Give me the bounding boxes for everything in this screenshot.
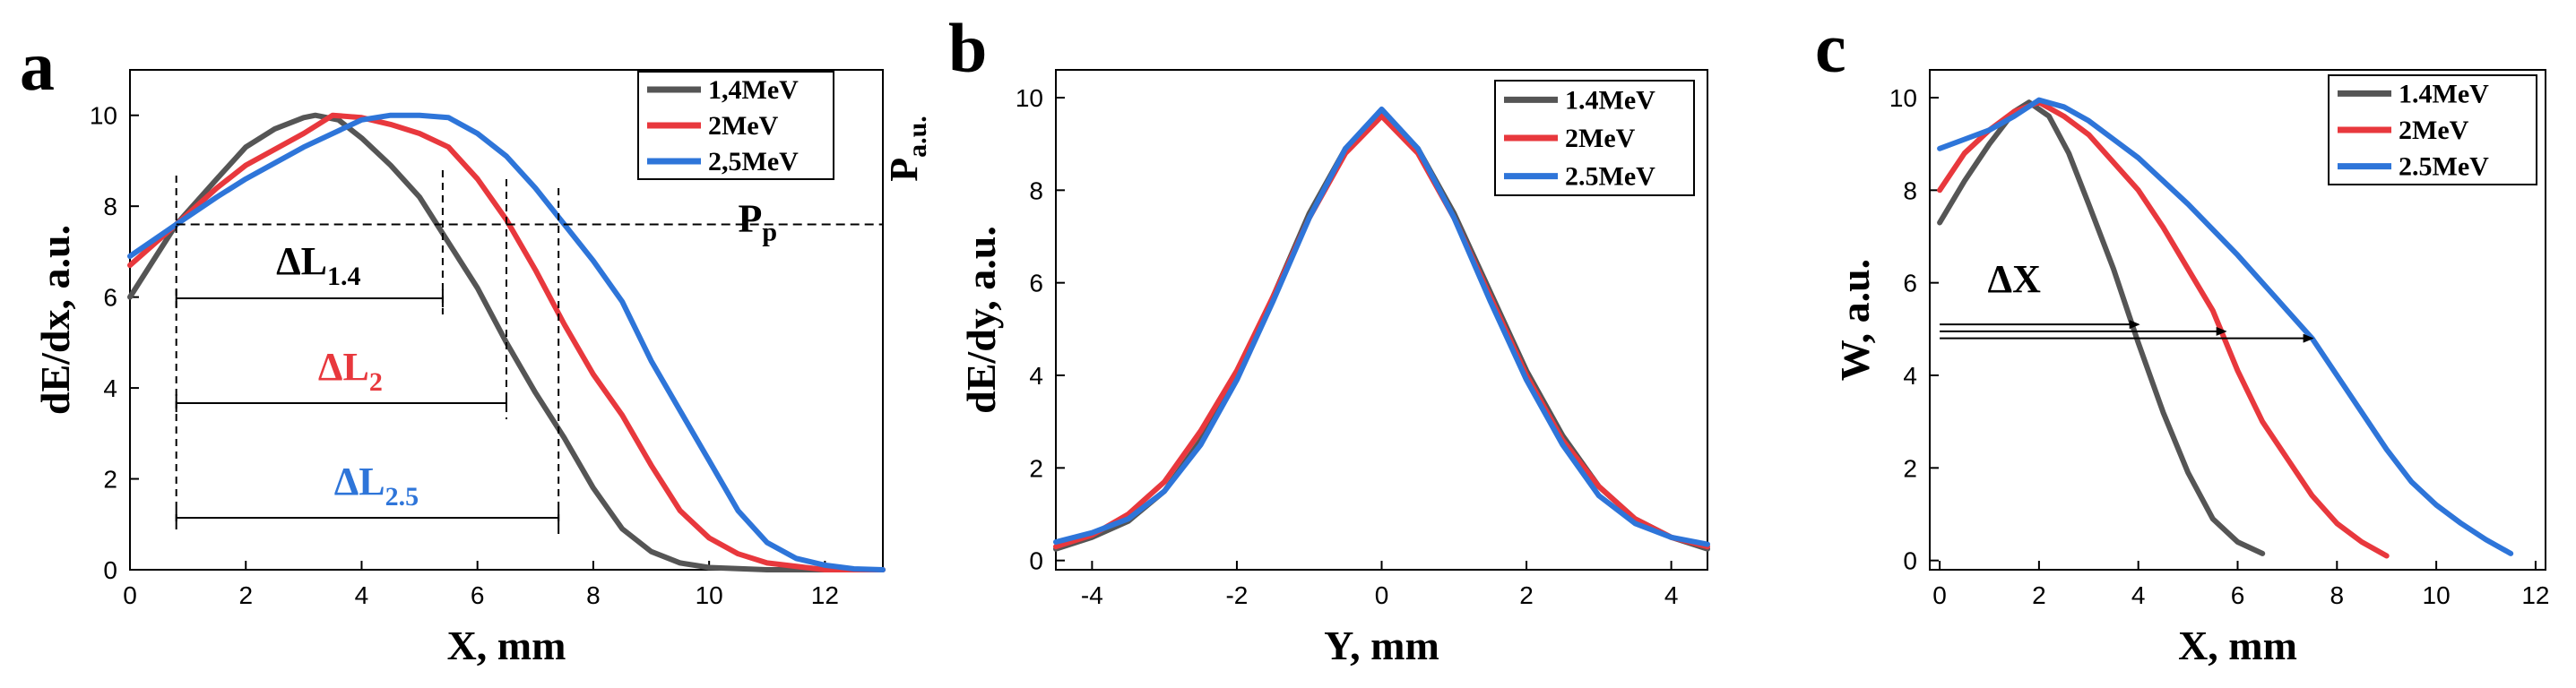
y-tick-label: 4 xyxy=(1903,362,1917,390)
y-tick-label: 8 xyxy=(103,193,117,220)
y-axis-title: dE/dy, a.u. xyxy=(958,226,1004,414)
x-tick-label: 2 xyxy=(1519,581,1534,609)
x-tick-label: 8 xyxy=(2330,581,2345,609)
x-tick-label: -4 xyxy=(1081,581,1103,609)
series-line xyxy=(1053,113,1710,550)
legend-label: 1.4MeV xyxy=(2399,79,2489,108)
plot-frame xyxy=(129,69,884,571)
x-axis-title: X, mm xyxy=(447,623,566,668)
legend-label: 2MeV xyxy=(1565,124,1636,153)
panel-letter-a: a xyxy=(20,27,55,105)
plot-area-b: -4 -2 0 2 4 0 2 4 6 8 10 Y, mm dE/dy, a.u. 1.4MeV 2MeV… xyxy=(958,69,1710,668)
panel-b: b -4 -2 0 2 4 0 2 4 6 8 10 Y, mm dE/dy, a.u. 1.4MeV 2M… xyxy=(948,9,1710,668)
x-tick-label: 6 xyxy=(471,581,485,609)
y-tick-label: 0 xyxy=(103,556,117,584)
y-tick-label: 8 xyxy=(1903,176,1917,204)
series-line xyxy=(1937,99,2266,556)
width-label-sub: 2.5 xyxy=(385,482,419,512)
y-tick-label: 6 xyxy=(1903,270,1917,297)
x-tick-label: 10 xyxy=(2423,581,2451,609)
x-axis-title: X, mm xyxy=(2178,623,2297,668)
legend-label: 2,5MeV xyxy=(708,147,799,176)
width-label-sub: 1.4 xyxy=(327,262,361,291)
y-tick-label: 6 xyxy=(103,284,117,312)
y-tick-label: 4 xyxy=(103,374,117,402)
x-tick-label: 4 xyxy=(355,581,369,609)
x-tick-label: 4 xyxy=(2131,581,2146,609)
legend: 1,4MeV 2MeV 2,5MeV xyxy=(637,71,834,180)
legend-label: 1.4MeV xyxy=(1565,85,1655,115)
y-tick-label: 10 xyxy=(90,102,117,130)
panel-a: a 0 2 4 6 8 10 12 0 2 4 6 8 10 X, mm dE/dx, a.u. 1,4MeV… xyxy=(20,27,932,668)
y-tick-label: 2 xyxy=(1903,454,1917,482)
reference-label-sub: p xyxy=(762,217,777,246)
x-tick-label: -2 xyxy=(1225,581,1248,609)
plot-area-c: 0 2 4 6 8 10 12 0 2 4 6 8 10 X, mm W, a.u. 1.4MeV 2MeV 2.… xyxy=(1832,69,2549,668)
x-tick-label: 6 xyxy=(2231,581,2245,609)
legend: 1.4MeV 2MeV 2.5MeV xyxy=(1494,80,1695,196)
x-tick-label: 0 xyxy=(1932,581,1947,609)
legend-label: 2MeV xyxy=(2399,116,2469,145)
delta-x-label: ΔX xyxy=(1987,257,2041,301)
x-tick-label: 0 xyxy=(123,581,137,609)
x-tick-label: 8 xyxy=(586,581,601,609)
legend-label: 2.5MeV xyxy=(1565,162,1655,192)
y-tick-label: 10 xyxy=(1889,84,1917,112)
right-axis-label: Pa.u. xyxy=(882,116,932,182)
x-tick-label: 2 xyxy=(238,581,253,609)
series-line xyxy=(1937,97,2514,556)
legend-label: 2.5MeV xyxy=(2399,152,2489,182)
panel-letter-b: b xyxy=(948,9,987,87)
y-tick-label: 8 xyxy=(1029,176,1043,204)
series-line xyxy=(127,112,886,572)
x-tick-label: 4 xyxy=(1664,581,1679,609)
plot-area-a: 0 2 4 6 8 10 12 0 2 4 6 8 10 X, mm dE/dx, a.u. 1,4MeV 2M… xyxy=(32,69,932,668)
series-line xyxy=(1937,99,2390,559)
x-tick-label: 0 xyxy=(1375,581,1389,609)
x-axis-title: Y, mm xyxy=(1324,623,1439,668)
y-tick-label: 4 xyxy=(1029,362,1043,390)
x-tick-label: 12 xyxy=(2521,581,2549,609)
y-tick-label: 6 xyxy=(1029,270,1043,297)
y-axis-title: dE/dx, a.u. xyxy=(32,225,78,415)
legend-label: 1,4MeV xyxy=(708,75,799,105)
reference-label: Pp xyxy=(738,196,777,246)
width-label: ΔL2.5 xyxy=(334,460,419,512)
right-axis-label-sub: a.u. xyxy=(903,116,932,158)
series-line xyxy=(1053,106,1710,547)
width-label: ΔL2 xyxy=(318,345,383,397)
width-label-sub: 2 xyxy=(369,367,383,397)
width-label: ΔL1.4 xyxy=(276,239,360,291)
panel-c: c 0 2 4 6 8 10 12 0 2 4 6 8 10 X, mm W, a.u. 1.4MeV 2MeV… xyxy=(1815,9,2549,668)
panel-letter-c: c xyxy=(1815,9,1846,87)
legend-label: 2MeV xyxy=(708,111,779,141)
x-tick-label: 2 xyxy=(2032,581,2046,609)
y-tick-label: 10 xyxy=(1016,84,1043,112)
x-tick-label: 12 xyxy=(811,581,839,609)
y-tick-label: 0 xyxy=(1029,547,1043,575)
series-line xyxy=(127,112,886,572)
legend: 1.4MeV 2MeV 2.5MeV xyxy=(2328,74,2537,185)
y-tick-label: 2 xyxy=(103,466,117,494)
y-tick-label: 2 xyxy=(1029,454,1043,482)
x-tick-label: 10 xyxy=(696,581,723,609)
y-tick-label: 0 xyxy=(1903,547,1917,575)
y-axis-title: W, a.u. xyxy=(1832,259,1878,381)
